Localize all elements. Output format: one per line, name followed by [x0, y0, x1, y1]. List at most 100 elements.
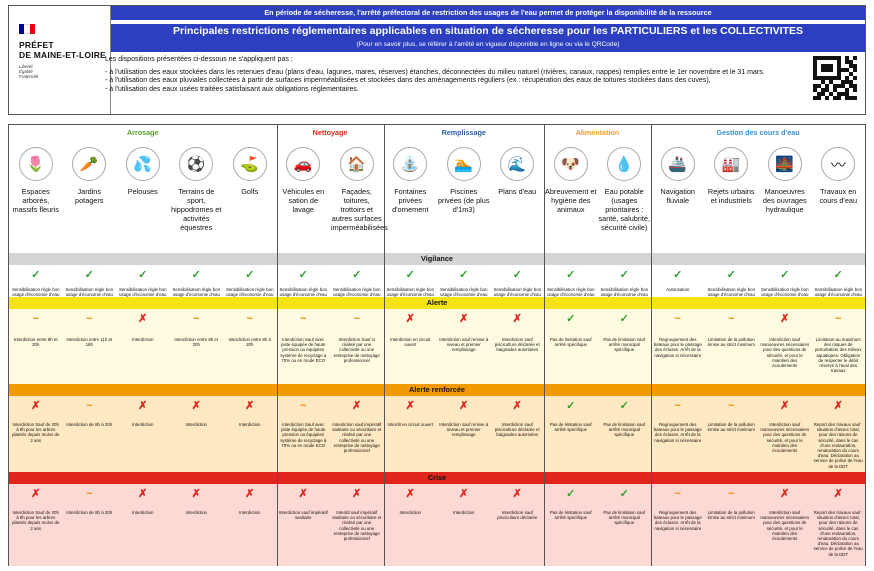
restriction-cell: ✗ Interdiction [437, 488, 491, 515]
cross-icon: ✗ [138, 400, 148, 412]
restriction-text: Interdit sauf impératif sanitaire ou séc… [332, 510, 382, 542]
tilde-icon: ~ [674, 313, 681, 325]
level-band [9, 309, 865, 384]
tulip-icon: 🌷 [18, 147, 53, 181]
restriction-text: Sensibilisation règle bon usage d'économ… [118, 287, 167, 298]
cross-icon: ✗ [405, 488, 415, 500]
intro-line: Les dispositions présentées ci-dessous n… [105, 56, 293, 63]
tilde-icon: ~ [32, 313, 39, 325]
restriction-text: Sensibilisation règle bon usage d'économ… [546, 287, 595, 298]
cross-icon: ✗ [138, 313, 148, 325]
check-icon: ✓ [512, 269, 522, 281]
level-header-alerte-renforcée: Alerte renforcée [9, 384, 865, 396]
discharge-icon: 🏭 [714, 147, 749, 181]
restriction-text: Interdiction entre 8h à 20h [228, 337, 271, 348]
column-label: Véhicules en sation de lavage [282, 187, 325, 214]
restriction-text: Sensibilisation règle bon usage d'économ… [225, 287, 274, 298]
restriction-text: Sensibilisation règle bon usage d'économ… [11, 287, 60, 298]
restriction-cell: ~ Interdiction Sauf avec piste équipée de… [277, 313, 331, 363]
restriction-text: Interdiction sauf remise à niveau et pre… [439, 422, 489, 438]
exception-item: - à l'utilisation des eaux usées traitée… [105, 85, 359, 93]
restriction-cell: ✗ Report des travaux sauf : situation d'a… [812, 488, 866, 557]
restriction-text: Interdiction Sauf de 20h à 8h pour les a… [12, 510, 60, 531]
check-icon: ✓ [619, 400, 629, 412]
restriction-text: Interdiction [132, 422, 154, 427]
restriction-cell: ✓ Sensibilisation règle bon usage d'écono… [170, 269, 224, 297]
check-icon: ✓ [673, 269, 683, 281]
tilde-icon: ~ [728, 313, 735, 325]
restriction-cell: ~ Interdiction Sauf avec piste équipée de… [277, 400, 331, 448]
restriction-cell: ~ Limitation au maximum des risques de pe… [812, 313, 866, 373]
restriction-cell: ~ Interdiction de 8h à 20h [63, 488, 117, 515]
tilde-icon: ~ [728, 400, 735, 412]
column-label: Golfs [241, 187, 259, 196]
restriction-cell: ✗ Interdiction sauf impératif sanitaire [277, 488, 331, 520]
restriction-cell: ✗ Interdiction sauf manoeuvres nécessaire… [758, 313, 812, 368]
group-divider [651, 125, 652, 566]
check-icon: ✓ [138, 269, 148, 281]
restriction-text: Interdiction sauf pisciculture déclarée … [494, 422, 540, 438]
cross-icon: ✗ [512, 488, 522, 500]
golf-flag-icon: ⛳ [232, 147, 267, 181]
restriction-cell: ✗ Interdiction [116, 488, 170, 515]
column-label: Manoeuvres des ouvrages hydraulique [762, 187, 807, 214]
exception-item: - à l'utilisation des eaux stockées dans… [105, 68, 765, 76]
check-icon: ✓ [352, 269, 362, 281]
intro-text: Les dispositions présentées ci-dessous n… [105, 56, 795, 94]
restriction-text: Interdiction [239, 422, 261, 427]
fountain-icon: ⛲ [393, 147, 428, 181]
cross-icon: ✗ [405, 313, 415, 325]
restriction-text: Limitation au maximum des risques de per… [814, 337, 862, 374]
restriction-cell: ✗ Interdiction Sauf de 20h à 8h pour les … [9, 400, 63, 443]
check-icon: ✓ [566, 313, 576, 325]
column-label: Plans d'eau [498, 187, 537, 196]
restriction-cell: ~ Interdiction Sauf si réalisé par une co… [330, 313, 384, 363]
restriction-cell: ✗ Interdiction en circuit ouvert [384, 313, 438, 347]
restriction-cell: ✗ Interdiction sauf remise à niveau et pr… [437, 313, 491, 353]
restriction-text: Sensibilisation règle bon usage d'économ… [279, 287, 328, 298]
cross-icon: ✗ [352, 400, 362, 412]
restriction-text: Pas de limitation sauf arrêté municipal … [603, 337, 646, 353]
qr-code-icon[interactable] [813, 56, 857, 100]
restriction-cell: ✓ Sensibilisation règle bon usage d'écono… [758, 269, 812, 297]
swimmer-icon: 🏊 [446, 147, 481, 181]
header-panel: PRÉFET DE MAINE-ET-LOIRE Liberté Égalité… [8, 5, 866, 115]
restriction-cell: ✗ Interdit sauf impératif sanitaire ou sé… [330, 488, 384, 541]
restriction-text: Interdiction sauf manoeuvres nécessaires… [760, 510, 810, 542]
restriction-cell: ✓ Sensibilisation règle bon usage d'écono… [544, 269, 598, 297]
restriction-cell: ✓ Autorisation [651, 269, 705, 292]
cross-icon: ✗ [459, 400, 469, 412]
tilde-icon: ~ [674, 400, 681, 412]
restriction-text: Sensibilisation règle bon usage d'économ… [760, 287, 809, 298]
exception-item: - à l'utilisation des eaux pluviales col… [105, 77, 711, 85]
cross-icon: ✗ [352, 488, 362, 500]
cross-icon: ✗ [780, 400, 790, 412]
restriction-cell: ✓ Pas de limitation sauf arrêté spécifiqu… [544, 313, 598, 347]
restriction-text: Limitation de la pollution émise au stri… [707, 510, 755, 521]
restriction-cell: ✓ Sensibilisation règle bon usage d'écono… [437, 269, 491, 297]
restriction-text: Interdit en circuit ouvert [387, 422, 434, 427]
restriction-text: Regroupement des bateaux pour le passage… [653, 422, 702, 443]
column-label: Navigation fluviale [660, 187, 695, 205]
restriction-cell: ~ Limitation de la pollution émise au str… [705, 400, 759, 432]
french-flag-icon [19, 24, 35, 34]
check-icon: ✓ [405, 269, 415, 281]
restriction-cell: ✓ Sensibilisation règle bon usage d'écono… [491, 269, 545, 297]
restriction-text: Interdiction [453, 510, 475, 515]
restriction-text: Interdiction Sauf avec piste équipée de … [280, 337, 327, 363]
tilde-icon: ~ [300, 400, 307, 412]
cross-icon: ✗ [405, 400, 415, 412]
restriction-cell: ✗ Interdiction [116, 313, 170, 342]
restriction-text: Sensibilisation règle bon usage d'économ… [386, 287, 435, 298]
page-subtitle: (Pour en savoir plus, se référer à l'arr… [356, 41, 620, 48]
column-label: Abreuvement et hygiène des animaux [545, 187, 597, 214]
top-banner: En période de sécheresse, l'arrêté préfe… [111, 6, 865, 20]
restriction-text: Interdiction Sauf si réalisé par une col… [333, 337, 380, 363]
restriction-cell: ✓ Pas de limitation sauf arrêté municipal… [598, 400, 652, 438]
column-label: Jardins potagers [75, 187, 104, 205]
dam-icon: 🌉 [767, 147, 802, 181]
restriction-cell: ✗ Interdiction [116, 400, 170, 427]
tilde-icon: ~ [674, 488, 681, 500]
ship-icon: 🚢 [660, 147, 695, 181]
restriction-cell: ✗ Interdit en circuit ouvert [384, 400, 438, 427]
